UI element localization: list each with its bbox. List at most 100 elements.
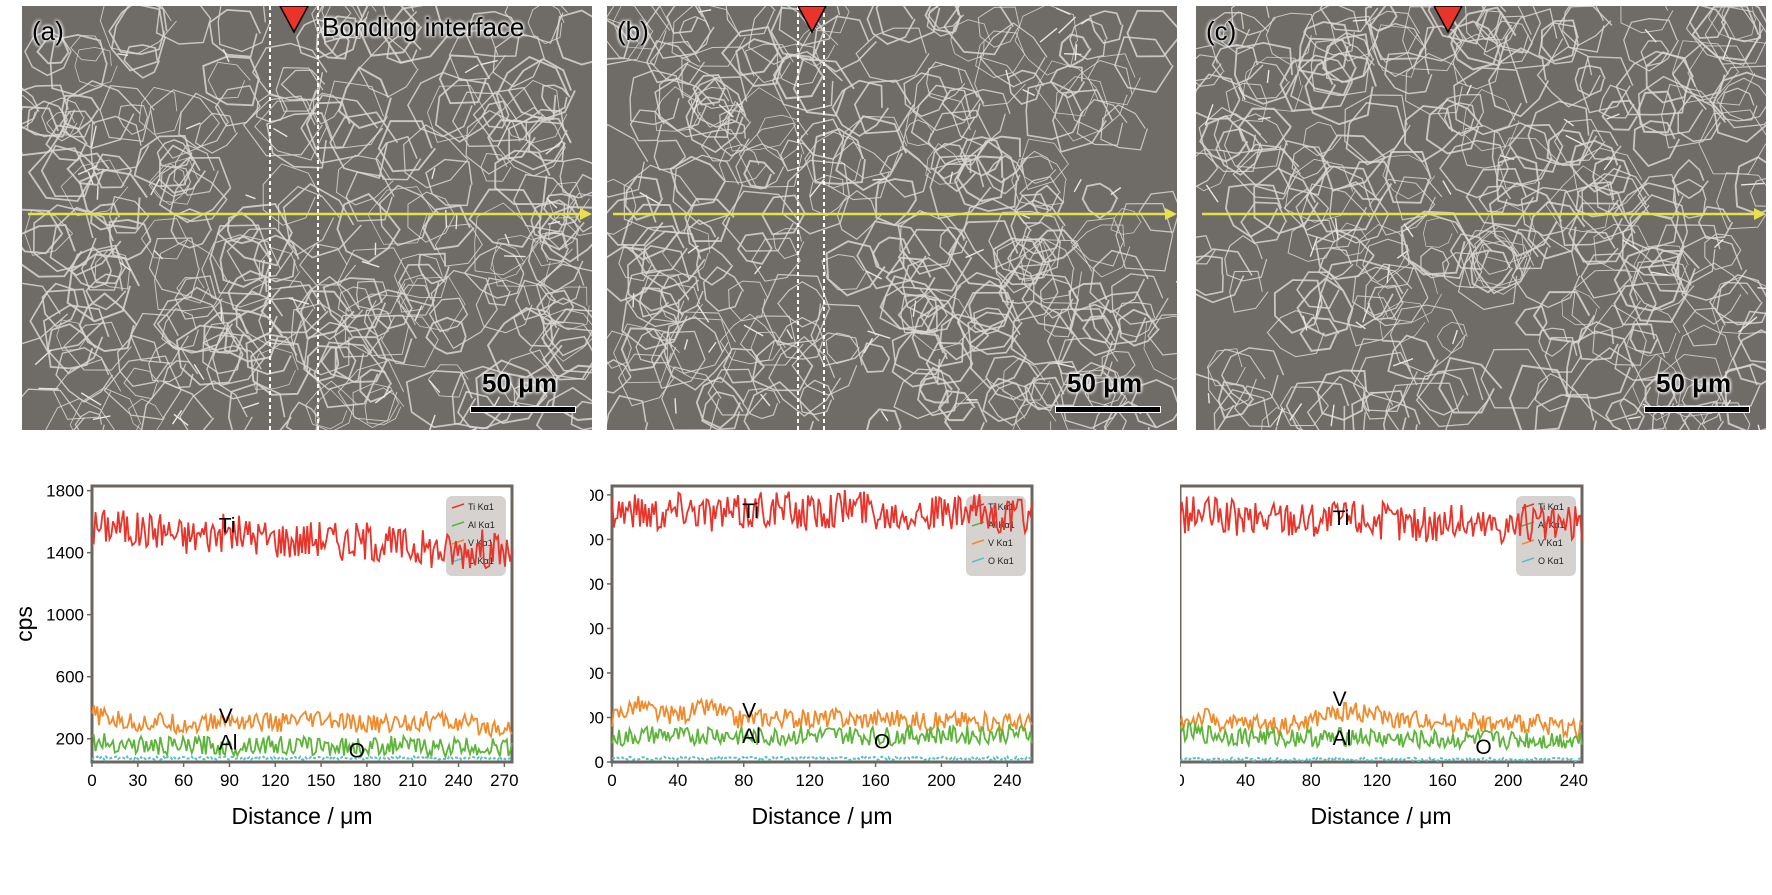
grain [1553,118,1606,163]
grain [1716,172,1766,230]
y-tick-label: 0 [595,753,604,772]
grain [891,331,948,388]
grain [792,58,855,117]
grain [897,294,938,335]
grain [1629,323,1659,355]
grain [153,296,227,354]
grain [791,332,863,396]
grain [1237,107,1292,152]
grain [507,58,576,121]
grain [739,315,804,366]
grain [1245,60,1291,100]
grain [265,112,333,169]
grain [1021,272,1080,330]
grain [1138,190,1177,233]
grain [1704,233,1742,271]
grain [692,74,727,106]
series-label-o: O [349,739,365,762]
grain [103,355,182,421]
grain [275,66,324,112]
lamella [1309,236,1318,257]
x-tick-label: 160 [1428,771,1456,790]
grain [1024,376,1065,411]
grain [669,155,727,207]
grain [427,84,486,143]
grain [1395,176,1443,221]
lamella [1074,44,1078,61]
grain [1671,158,1709,200]
grain [1054,76,1109,142]
grain [607,6,671,66]
grain [1118,308,1160,347]
grain [1704,6,1766,65]
series-label-o: O [874,731,890,754]
grain [1324,31,1375,83]
lamella [1362,302,1371,323]
grain [1520,186,1580,237]
grain [1487,47,1550,118]
lamella [1741,182,1765,186]
grain [24,29,72,77]
grain [202,55,261,107]
scale-text-c: 50 μm [1656,368,1732,398]
grain [1224,183,1283,238]
grain [242,95,323,157]
grain [1052,89,1114,153]
grain [1087,53,1141,106]
grain [110,6,167,72]
grain [1384,52,1433,95]
series-label-o: O [1475,736,1491,759]
lamella [1606,113,1620,120]
grain [377,120,437,173]
grain [1115,202,1174,272]
lamella [1442,180,1452,195]
grain [277,185,341,256]
grain [334,336,388,384]
grain [866,6,916,46]
lamella [786,329,794,340]
grain [1427,6,1489,45]
grain [1697,205,1734,240]
series-label-al: Al [1333,727,1352,750]
legend-swatch [1521,539,1535,545]
grain [681,46,760,109]
lamella [96,185,99,200]
grain [700,128,743,162]
grain [22,87,40,125]
grain [417,252,450,285]
grain [684,197,735,243]
grain-boundaries [22,6,592,430]
lamella [863,337,874,354]
grain [40,144,100,198]
lamella [1757,424,1761,430]
grain [508,116,572,171]
y-tick-label: 1800 [46,482,84,501]
lamella [1056,7,1071,16]
grain [1196,73,1241,120]
grain [74,46,118,87]
grain [434,223,484,267]
grain [607,123,649,198]
x-tick-label: 80 [734,771,753,790]
lamella [1064,53,1082,56]
grain [1317,247,1354,280]
lamella [696,303,710,323]
grain [1405,52,1468,115]
grain [1579,55,1634,114]
micrograph-b-texture [607,6,1177,430]
grain [1196,54,1225,87]
grain [380,315,439,368]
grain [1046,308,1116,377]
grain [1415,367,1489,428]
grain [290,303,353,376]
grain [356,280,388,310]
lamella [1396,250,1408,259]
grain [743,159,776,190]
grain [871,236,911,275]
grain [875,6,941,44]
grain [498,79,568,144]
grain [22,208,64,255]
lamella [464,64,479,74]
lamella [743,324,764,337]
grain [1021,221,1061,265]
